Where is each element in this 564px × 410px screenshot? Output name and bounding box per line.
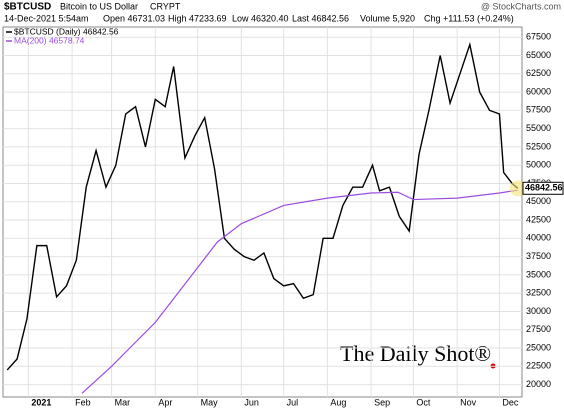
y-tick-label: 50000 — [526, 160, 551, 170]
plot-frame — [2, 26, 523, 398]
y-tick-label: 37500 — [526, 251, 551, 261]
x-tick-label: Sep — [374, 397, 390, 407]
x-tick-label: Jun — [244, 397, 259, 407]
x-tick-label: Jul — [287, 397, 299, 407]
x-tick-label: Nov — [460, 397, 477, 407]
y-tick-label: 55000 — [526, 123, 551, 133]
y-tick-label: 30000 — [526, 306, 551, 316]
last-value-label: 46842.56 — [525, 183, 563, 193]
y-tick-label: 65000 — [526, 50, 551, 60]
y-tick-label: 67500 — [526, 32, 551, 42]
y-tick-label: 35000 — [526, 269, 551, 279]
series-line — [81, 189, 518, 394]
legend-label: MA(200) 46578.74 — [14, 35, 85, 45]
y-tick-label: 42500 — [526, 214, 551, 224]
series-line — [6, 41, 519, 371]
date: 14-Dec-2021 5:54am — [4, 13, 89, 23]
y-tick-label: 52500 — [526, 141, 551, 151]
volume: Volume 5,920 — [360, 13, 415, 23]
y-tick-label: 25000 — [526, 342, 551, 352]
last-value-box — [522, 181, 564, 195]
source: @ StockCharts.com — [481, 1, 561, 11]
x-tick-label: Dec — [502, 397, 519, 407]
y-tick-label: 60000 — [526, 86, 551, 96]
exchange: CRYPT — [150, 1, 181, 11]
last: Last 46842.56 — [292, 13, 349, 23]
description: Bitcoin to US Dollar — [60, 1, 138, 11]
symbol: $BTCUSD — [4, 2, 51, 13]
y-tick-label: 22500 — [526, 361, 551, 371]
x-tick-label: 2021 — [31, 397, 51, 407]
legend-label: $BTCUSD (Daily) 46842.56 — [14, 26, 119, 36]
change: Chg +111.53 (+0.24%) — [424, 13, 514, 23]
y-tick-label: 20000 — [526, 379, 551, 389]
y-tick-label: 45000 — [526, 196, 551, 206]
y-tick-label: 27500 — [526, 324, 551, 334]
open: Open 46731.03 — [103, 13, 165, 23]
x-tick-label: Aug — [330, 397, 346, 407]
y-tick-label: 57500 — [526, 105, 551, 115]
x-tick-label: Mar — [115, 397, 131, 407]
x-tick-label: Feb — [75, 397, 91, 407]
x-tick-label: Apr — [158, 397, 172, 407]
watermark: The Daily Shot® — [340, 341, 491, 366]
last-highlight — [509, 180, 526, 197]
high: High 47233.69 — [168, 13, 227, 23]
low: Low 46320.40 — [232, 13, 289, 23]
y-tick-label: 40000 — [526, 233, 551, 243]
x-tick-label: Oct — [416, 397, 431, 407]
x-tick-label: May — [201, 397, 219, 407]
y-tick-label: 32500 — [526, 288, 551, 298]
y-tick-label: 62500 — [526, 68, 551, 78]
